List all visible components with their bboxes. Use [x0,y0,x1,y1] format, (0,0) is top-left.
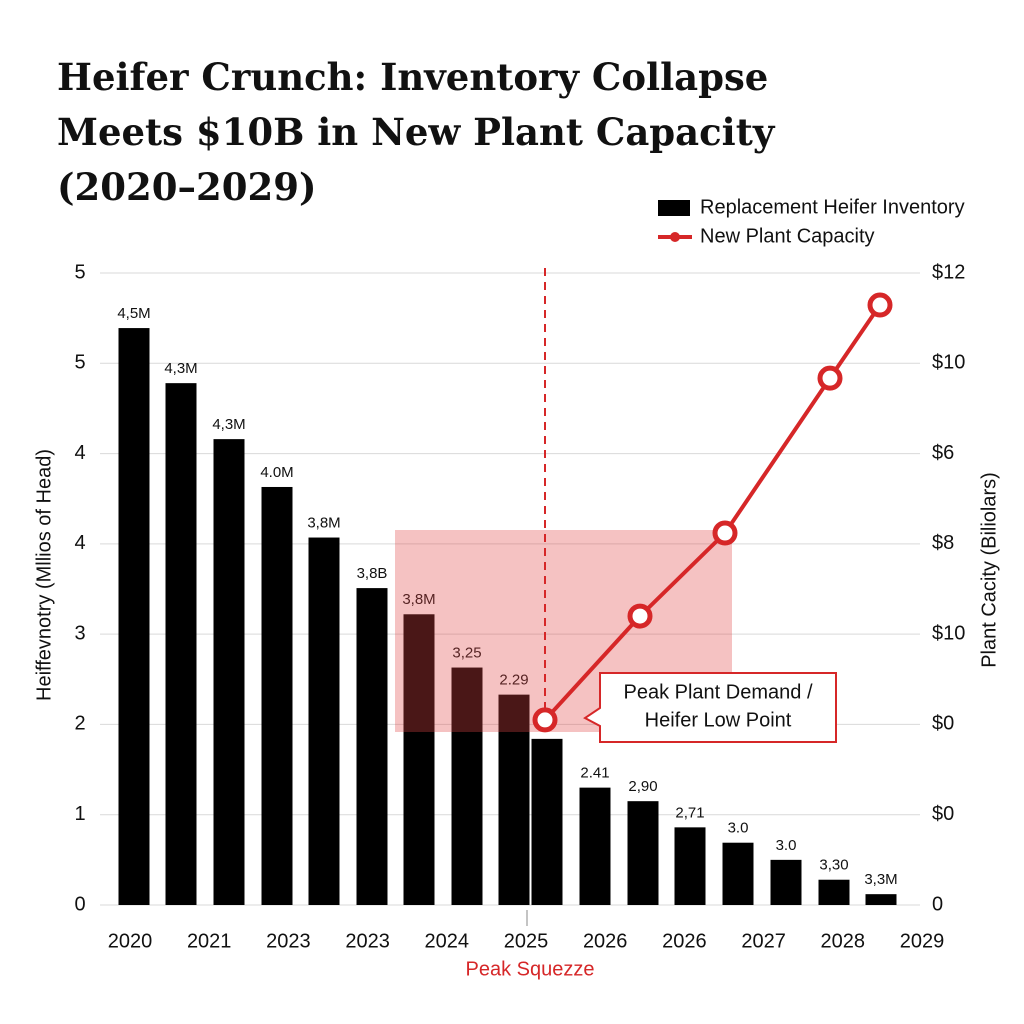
bar [674,827,706,905]
x-tick-label: 2027 [741,930,786,952]
annotation-text: Heifer Low Point [645,709,792,731]
bar [770,859,802,905]
bar [403,614,435,905]
data-label: 4,3M [212,416,245,433]
data-label: 4,5M [117,305,150,322]
line-point [817,365,843,391]
chart-title: Meets $10B in New Plant Capacity [57,110,776,154]
bar [579,787,611,905]
bar [356,588,388,905]
annotation-text: Peak Plant Demand / [624,681,813,703]
line-point [712,520,738,546]
y2-tick-label: $10 [932,622,965,644]
bar [451,667,483,905]
x-tick-label: 2026 [583,930,628,952]
data-label: 3.0 [728,820,749,837]
y-tick-label: 3 [74,622,85,644]
y-tick-label: 2 [74,713,85,735]
data-label: 2.41 [580,765,609,782]
data-label: 3,8M [307,515,340,532]
x-tick-label: 2020 [108,930,153,952]
y2-tick-label: $12 [932,261,965,283]
y2-tick-label: $8 [932,532,954,554]
y2-tick-label: $10 [932,352,965,374]
y-tick-label: 0 [74,893,85,915]
y-tick-label: 1 [74,803,85,825]
data-label: 3,30 [819,857,848,874]
bar [722,842,754,905]
x-tick-label: 2023 [266,930,311,952]
annotation-box [583,672,837,743]
y2-tick-label: $0 [932,713,954,735]
data-label: 3,25 [452,645,481,662]
x-tick-label: 2026 [662,930,707,952]
bar [165,383,197,905]
x-tick-label: 2029 [900,930,945,952]
bar [627,801,659,905]
legend-swatch [658,200,690,216]
bar [865,894,897,905]
chart-title: (2020–2029) [57,165,316,209]
bar [118,328,150,905]
bar [531,738,563,905]
line-point [532,707,558,733]
x-tick-label: 2028 [821,930,866,952]
y-tick-label: 4 [74,442,85,464]
y2-tick-label: $6 [932,442,954,464]
x-tick-label: 2023 [345,930,390,952]
x-tick-label: 2024 [425,930,470,952]
data-label: 4,3M [164,360,197,377]
y-tick-label: 5 [74,261,85,283]
data-label: 3,8M [402,591,435,608]
y-tick-label: 5 [74,352,85,374]
data-label: 2,71 [675,804,704,821]
bar [308,537,340,905]
x-tick-label: 2025 [504,930,549,952]
y2-tick-label: $0 [932,803,954,825]
legend-label: Replacement Heifer Inventory [700,196,965,218]
line-point [627,603,653,629]
bar [261,486,293,905]
legend-swatch [670,232,680,242]
data-label: 3,3M [864,871,897,888]
y-tick-label: 4 [74,532,85,554]
y2-axis-title: Plant Cacity (Biliolars) [978,472,1000,668]
data-label: 4.0M [260,464,293,481]
bar [498,694,530,905]
y-axis-title: Heiffevnotry (Mllios of Head) [33,449,55,701]
data-label: 3.0 [776,837,797,854]
chart-title: Heifer Crunch: Inventory Collapse [57,55,768,99]
x-tick-label: 2021 [187,930,232,952]
bar [818,879,850,905]
y2-tick-label: 0 [932,893,943,915]
data-label: 3,8B [357,565,388,582]
x-annotation: Peak Squezze [466,958,595,980]
line-point [867,292,893,318]
bar [213,439,245,905]
data-label: 2.29 [499,672,528,689]
data-label: 2,90 [628,778,657,795]
legend-label: New Plant Capacity [700,225,875,247]
